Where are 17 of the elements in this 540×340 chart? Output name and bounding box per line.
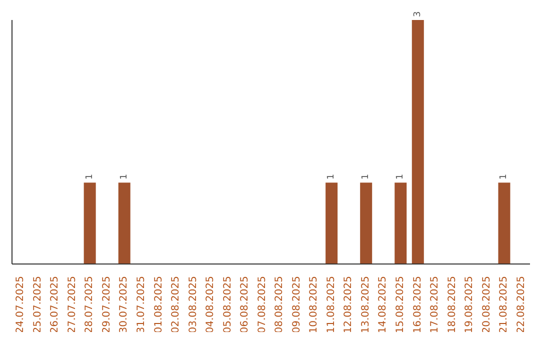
data-label: 1 xyxy=(326,174,337,180)
x-tick-label: 10.08.2025 xyxy=(308,276,320,334)
x-tick-label: 17.08.2025 xyxy=(430,276,441,334)
x-tick-label: 11.08.2025 xyxy=(326,276,337,334)
x-tick-label: 16.08.2025 xyxy=(412,276,424,334)
x-tick-label: 18.08.2025 xyxy=(446,276,458,334)
x-tick-label: 13.08.2025 xyxy=(360,276,372,334)
data-label: 3 xyxy=(412,11,423,17)
x-tick-label: 12.08.2025 xyxy=(343,276,354,334)
x-tick-label: 14.08.2025 xyxy=(378,276,389,334)
data-label: 1 xyxy=(119,174,130,180)
data-label: 1 xyxy=(396,174,406,180)
data-label: 1 xyxy=(361,174,372,180)
x-tick-label: 19.08.2025 xyxy=(464,276,476,334)
x-tick-label: 15.08.2025 xyxy=(395,276,406,334)
data-label: 1 xyxy=(84,174,95,180)
data-label: 1 xyxy=(499,174,510,180)
